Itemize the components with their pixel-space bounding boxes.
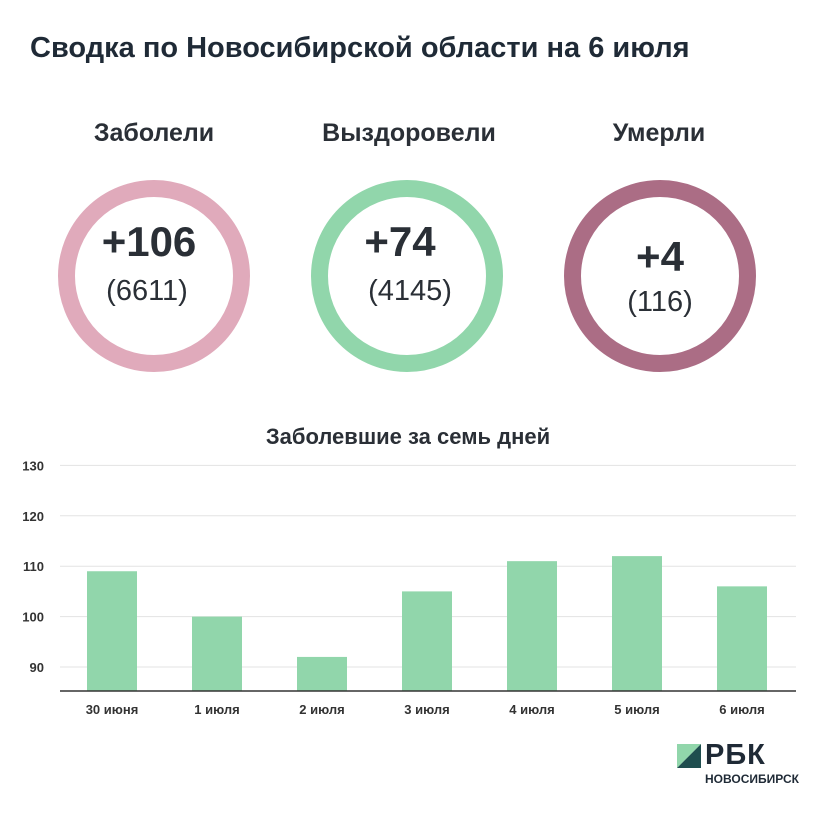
infected-ring: +106 (6611) bbox=[58, 180, 250, 372]
bar bbox=[192, 616, 242, 691]
bar bbox=[297, 656, 347, 691]
x-tick-label: 5 июля bbox=[614, 702, 659, 717]
y-tick-label: 130 bbox=[22, 458, 44, 473]
x-tick-label: 1 июля bbox=[194, 702, 239, 717]
rbc-logo-icon bbox=[677, 744, 701, 768]
page-title: Сводка по Новосибирской области на 6 июл… bbox=[30, 32, 690, 64]
x-tick-label: 3 июля bbox=[404, 702, 449, 717]
y-tick-label: 120 bbox=[22, 509, 44, 524]
deaths-label: Умерли bbox=[612, 119, 706, 147]
infected-value: +106 bbox=[101, 218, 197, 265]
deaths-value: +4 bbox=[636, 233, 684, 280]
chart-title: Заболевшие за семь дней bbox=[265, 424, 551, 449]
recovered-ring: +74 (4145) bbox=[311, 180, 503, 372]
rbc-logo-text: РБК bbox=[705, 739, 766, 771]
recovered-value: +74 bbox=[364, 218, 436, 265]
bar bbox=[717, 586, 767, 691]
bar bbox=[402, 591, 452, 691]
rbc-logo-city: НОВОСИБИРСК bbox=[705, 772, 799, 786]
deaths-ring: +4 (116) bbox=[564, 180, 756, 372]
bar bbox=[507, 561, 557, 691]
rbc-logo: РБК НОВОСИБИРСК bbox=[677, 739, 807, 792]
recovered-total: (4145) bbox=[368, 275, 452, 307]
infected-label: Заболели bbox=[93, 119, 215, 147]
bar-chart: 90 100 110 120 130 30 июня 1 июля 2 июля 3 июля 4… bbox=[22, 458, 796, 717]
infected-total: (6611) bbox=[106, 275, 188, 307]
deaths-total: (116) bbox=[627, 286, 693, 318]
x-tick-label: 2 июля bbox=[299, 702, 344, 717]
bar bbox=[87, 571, 137, 691]
y-tick-label: 110 bbox=[23, 559, 44, 574]
x-tick-label: 30 июня bbox=[86, 702, 139, 717]
bar bbox=[612, 556, 662, 691]
recovered-label: Выздоровели bbox=[322, 119, 496, 147]
x-tick-label: 6 июля bbox=[719, 702, 764, 717]
y-tick-label: 100 bbox=[22, 610, 44, 625]
x-tick-label: 4 июля bbox=[509, 702, 554, 717]
y-tick-label: 90 bbox=[30, 660, 44, 675]
